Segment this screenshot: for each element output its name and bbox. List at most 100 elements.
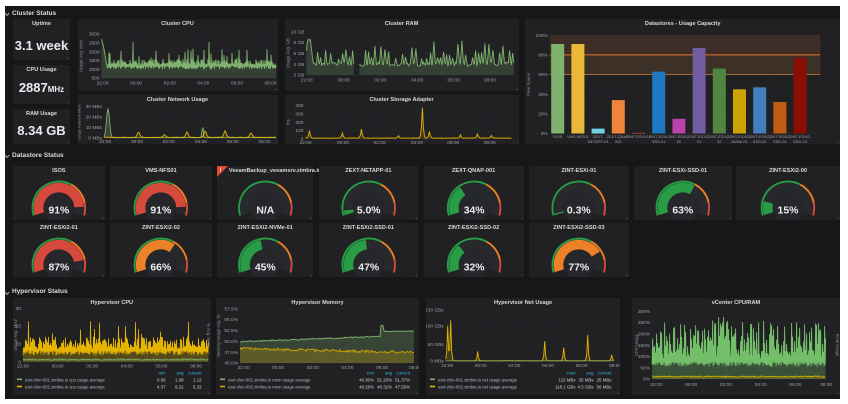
svg-text:300%: 300% xyxy=(638,309,651,315)
svg-text:esxi-zlon-002.zimbra.io mem us: esxi-zlon-002.zimbra.io mem usage averag… xyxy=(228,384,311,389)
svg-text:00:00: 00:00 xyxy=(337,139,349,144)
svg-text:02:00: 02:00 xyxy=(307,365,319,371)
svg-text:02:00: 02:00 xyxy=(508,363,520,369)
svg-text:current: current xyxy=(396,370,410,375)
svg-text:min: min xyxy=(367,370,375,375)
svg-text:NETAPP-01: NETAPP-01 xyxy=(588,139,609,144)
svg-text:08:00: 08:00 xyxy=(820,382,832,388)
svg-text:02:00: 02:00 xyxy=(374,78,386,84)
svg-text:500: 500 xyxy=(91,76,99,82)
svg-text:1500: 1500 xyxy=(88,58,99,64)
svg-text:00:00: 00:00 xyxy=(52,363,64,369)
svg-text:87%: 87% xyxy=(48,263,69,274)
svg-text:3000: 3000 xyxy=(88,32,99,38)
svg-text:100: 100 xyxy=(295,128,303,134)
svg-text:40%: 40% xyxy=(539,92,549,98)
svg-text:06:00: 06:00 xyxy=(376,365,388,371)
svg-text:ZINT-ESXi-: ZINT-ESXi- xyxy=(649,134,669,139)
svg-text:Usage Network MB/s: Usage Network MB/s xyxy=(78,104,82,140)
svg-text:Usage Avg. GB: Usage Avg. GB xyxy=(285,38,290,68)
svg-text:45.0%: 45.0% xyxy=(224,360,238,366)
svg-text:1.08: 1.08 xyxy=(175,377,184,382)
svg-text:04:00: 04:00 xyxy=(411,78,423,84)
svg-text:2500: 2500 xyxy=(88,41,99,47)
svg-text:47%: 47% xyxy=(358,263,379,274)
svg-text:20%: 20% xyxy=(539,112,549,118)
svg-text:06:00: 06:00 xyxy=(575,363,587,369)
svg-text:80%: 80% xyxy=(539,53,549,59)
svg-text:20: 20 xyxy=(16,323,22,329)
svg-text:32%: 32% xyxy=(463,263,484,274)
svg-text:9.22: 9.22 xyxy=(175,384,184,389)
svg-text:ZEXT-QNAP-: ZEXT-QNAP- xyxy=(607,134,631,139)
svg-text:22:00: 22:00 xyxy=(99,139,111,145)
svg-text:02:00: 02:00 xyxy=(162,139,174,145)
svg-text:N/A: N/A xyxy=(256,205,274,216)
svg-text:22:00: 22:00 xyxy=(650,382,662,388)
svg-text:118.1 GBs: 118.1 GBs xyxy=(555,384,576,389)
svg-text:04:00: 04:00 xyxy=(197,81,209,87)
svg-text:48.32%: 48.32% xyxy=(377,384,392,389)
svg-text:SSD-03: SSD-03 xyxy=(794,139,808,144)
svg-text:06:00: 06:00 xyxy=(230,81,242,87)
svg-text:91%: 91% xyxy=(151,205,172,216)
svg-text:91%: 91% xyxy=(48,205,69,216)
svg-text:00:00: 00:00 xyxy=(685,382,697,388)
svg-text:08:00: 08:00 xyxy=(483,139,495,144)
svg-text:ZINT-ESXi-01: ZINT-ESXi-01 xyxy=(627,134,651,139)
svg-text:Usage Avg. MHz: Usage Avg. MHz xyxy=(78,40,83,73)
svg-text:avg: avg xyxy=(177,370,185,375)
svg-text:5.0%: 5.0% xyxy=(357,205,381,216)
svg-text:esxi-zlon-001.zimbra.io net us: esxi-zlon-001.zimbra.io net usage averag… xyxy=(438,377,518,382)
svg-text:ms: ms xyxy=(285,118,290,125)
svg-text:47.5%: 47.5% xyxy=(224,350,238,356)
svg-text:avg: avg xyxy=(385,370,393,375)
svg-text:0%: 0% xyxy=(643,376,651,382)
svg-text:01: 01 xyxy=(697,139,701,144)
svg-text:Memory Usage Avg. %: Memory Usage Avg. % xyxy=(216,314,221,357)
svg-text:ZINT-ESXi2-: ZINT-ESXi2- xyxy=(689,134,712,139)
svg-text:Free Space: Free Space xyxy=(526,72,531,95)
svg-text:150%: 150% xyxy=(638,343,651,349)
svg-text:02:00: 02:00 xyxy=(373,139,385,144)
svg-text:66%: 66% xyxy=(151,263,172,274)
svg-text:1.12: 1.12 xyxy=(193,377,202,382)
svg-text:47.55%: 47.55% xyxy=(395,384,410,389)
svg-text:77%: 77% xyxy=(569,263,590,274)
svg-text:04:00: 04:00 xyxy=(542,363,554,369)
svg-text:esxi-zlon-002.zimbra.io cpu us: esxi-zlon-002.zimbra.io cpu usage averag… xyxy=(25,384,106,389)
svg-text:08:00: 08:00 xyxy=(483,78,495,84)
svg-text:esxi-zlon-001.zimbra.io mem us: esxi-zlon-001.zimbra.io mem usage averag… xyxy=(228,377,311,382)
svg-text:0.3%: 0.3% xyxy=(567,205,591,216)
svg-text:50 GBs: 50 GBs xyxy=(427,342,444,348)
svg-text:02:00: 02:00 xyxy=(86,363,98,369)
svg-text:ZINT-ESXi2-: ZINT-ESXi2- xyxy=(709,134,732,139)
svg-text:200%: 200% xyxy=(638,331,651,337)
svg-text:02:00: 02:00 xyxy=(163,81,175,87)
svg-text:20 MBs: 20 MBs xyxy=(85,114,102,120)
svg-text:00: 00 xyxy=(677,139,682,144)
svg-text:0.66: 0.66 xyxy=(157,377,166,382)
svg-text:08:00: 08:00 xyxy=(258,139,270,145)
svg-text:60%: 60% xyxy=(539,72,549,78)
svg-text:0 MBs: 0 MBs xyxy=(88,135,102,141)
svg-text:250%: 250% xyxy=(638,320,651,326)
svg-text:30: 30 xyxy=(16,306,22,312)
svg-text:100%: 100% xyxy=(536,33,549,39)
svg-text:06:00: 06:00 xyxy=(447,139,459,144)
svg-text:50.0%: 50.0% xyxy=(224,339,238,345)
svg-text:50%: 50% xyxy=(640,365,650,371)
svg-text:6 GB: 6 GB xyxy=(293,51,304,57)
svg-text:SSD-01: SSD-01 xyxy=(753,139,767,144)
svg-text:ZINT-ESXi2-: ZINT-ESXi2- xyxy=(790,134,813,139)
svg-text:% Avg. MHZ: % Avg. MHZ xyxy=(206,323,210,347)
svg-text:00:00: 00:00 xyxy=(337,78,349,84)
svg-text:001: 001 xyxy=(615,139,622,144)
svg-text:ISOS: ISOS xyxy=(553,134,563,139)
svg-text:ZINT-ESXi2-: ZINT-ESXi2- xyxy=(729,134,752,139)
svg-text:SSD-02: SSD-02 xyxy=(773,139,787,144)
svg-text:1000: 1000 xyxy=(88,67,99,73)
svg-text:00:00: 00:00 xyxy=(130,81,142,87)
svg-text:400: 400 xyxy=(295,103,303,109)
svg-text:current: current xyxy=(188,370,202,375)
